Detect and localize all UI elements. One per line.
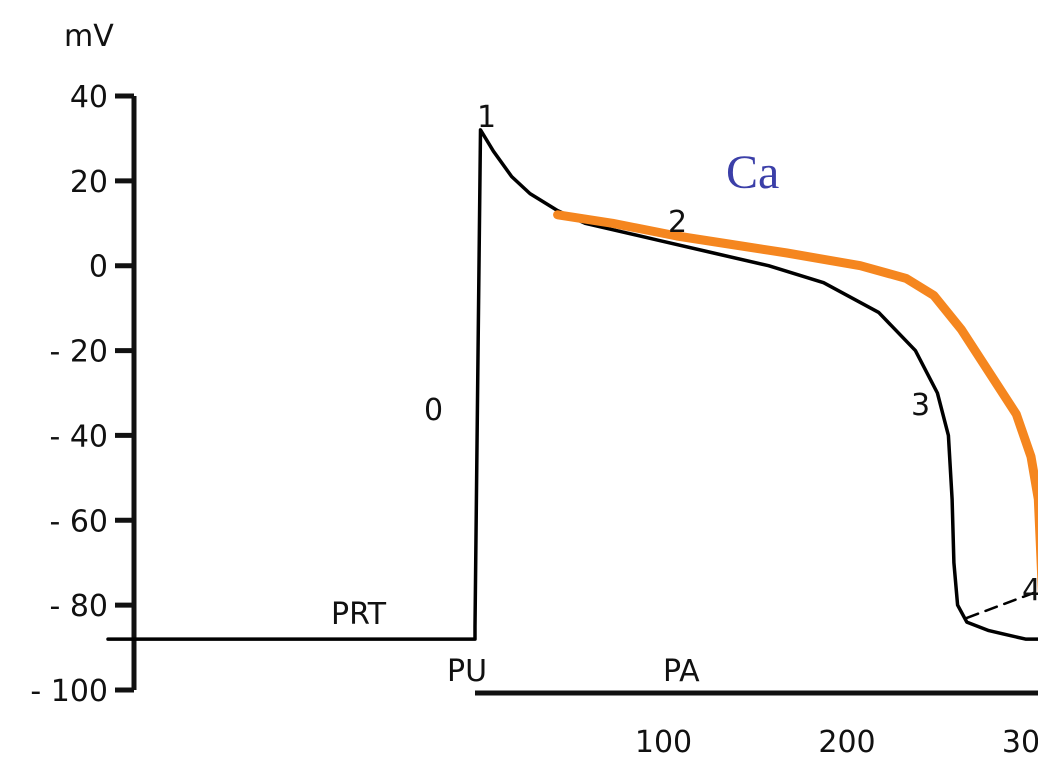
- prt-label: PRT: [331, 597, 387, 632]
- x-tick-label: 300: [1002, 725, 1038, 760]
- y-tick-label: - 100: [30, 674, 108, 709]
- phase-label-0: 0: [424, 393, 443, 428]
- y-tick-label: 0: [89, 250, 108, 285]
- y-tick-label: - 40: [49, 419, 108, 454]
- y-tick-label: - 20: [49, 335, 108, 370]
- y-tick-label: 40: [70, 80, 108, 115]
- y-axis-unit-label: mV: [64, 19, 114, 54]
- pa-label: PA: [663, 654, 700, 689]
- phase-label-4: 4: [1022, 573, 1038, 608]
- phase-label-3: 3: [911, 388, 930, 423]
- x-tick-label: 200: [818, 725, 875, 760]
- y-axis-ticks: 40 20 0 - 20 - 40 - 60 - 80 - 100: [30, 80, 134, 709]
- phase-label-1: 1: [477, 100, 496, 135]
- y-tick-label: - 60: [49, 504, 108, 539]
- ion-label-ca: Ca: [726, 146, 779, 199]
- x-tick-label: 100: [635, 725, 692, 760]
- x-axis-ticks: 100 200 300: [635, 725, 1038, 760]
- series-layer: [106, 128, 1038, 641]
- calcium-curve: [553, 210, 1038, 596]
- phase-label-2: 2: [668, 205, 687, 240]
- action-potential-curve: [106, 128, 1038, 641]
- pu-label: PU: [447, 654, 487, 689]
- phase-4-dashed-line: [965, 589, 1038, 620]
- y-tick-label: 20: [70, 165, 108, 200]
- y-tick-label: - 80: [49, 589, 108, 624]
